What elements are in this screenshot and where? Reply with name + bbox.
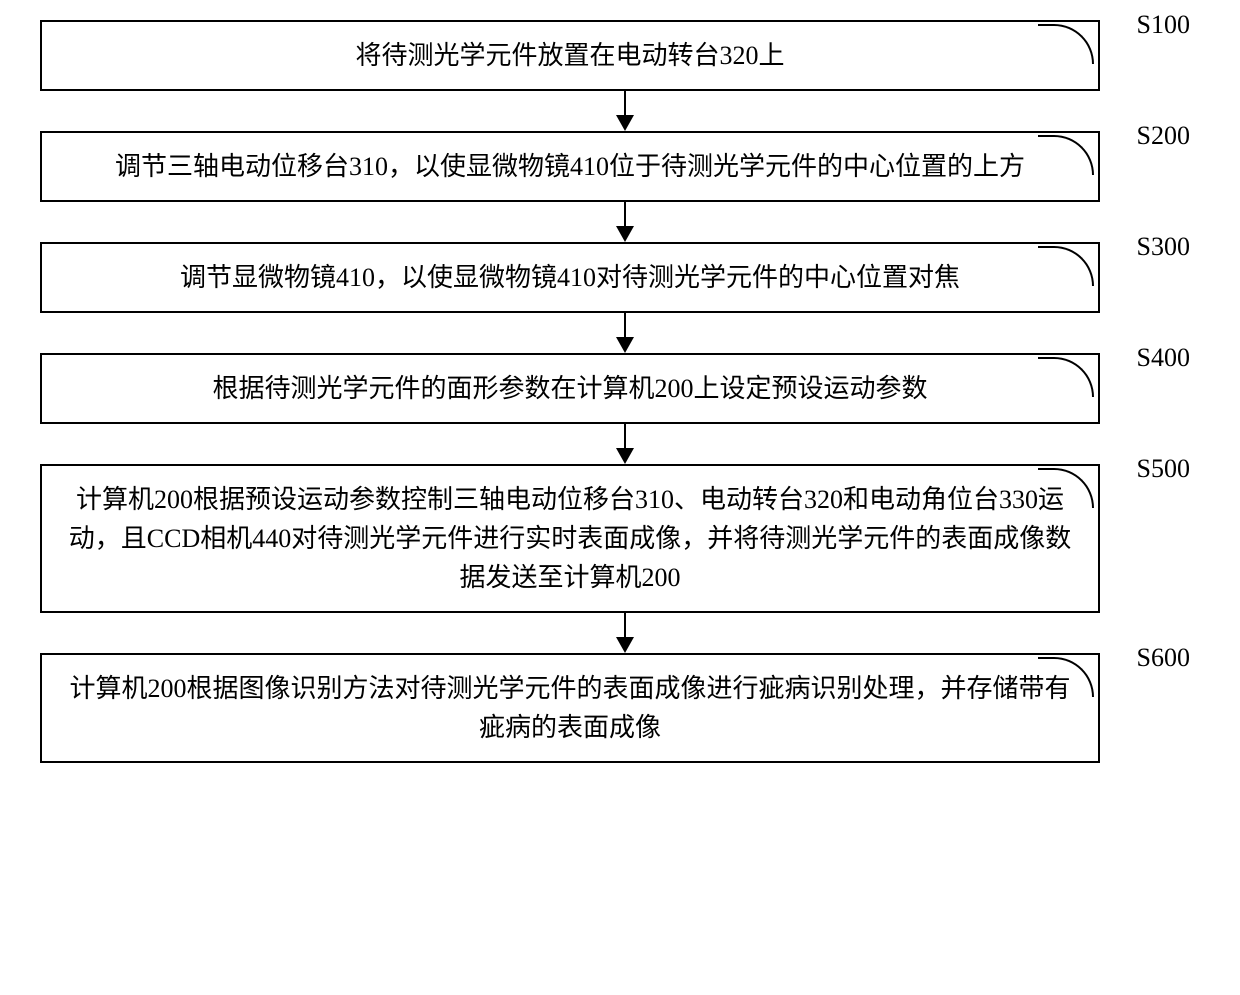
step-row: 计算机200根据预设运动参数控制三轴电动位移台310、电动转台320和电动角位台… — [30, 464, 1210, 613]
step-text: 调节显微物镜410，以使显微物镜410对待测光学元件的中心位置对焦 — [180, 258, 960, 297]
step-box-s100: 将待测光学元件放置在电动转台320上 — [40, 20, 1100, 91]
step-row: 调节显微物镜410，以使显微物镜410对待测光学元件的中心位置对焦 S300 — [30, 242, 1210, 313]
label-connector — [1038, 353, 1098, 393]
label-connector — [1038, 131, 1098, 171]
step-label-s100: S100 — [1137, 10, 1190, 40]
arrow-down-icon — [95, 91, 1155, 131]
step-text: 计算机200根据预设运动参数控制三轴电动位移台310、电动转台320和电动角位台… — [62, 480, 1078, 597]
step-text: 计算机200根据图像识别方法对待测光学元件的表面成像进行疵病识别处理，并存储带有… — [62, 669, 1078, 747]
arrow-down-icon — [95, 202, 1155, 242]
step-row: 调节三轴电动位移台310，以使显微物镜410位于待测光学元件的中心位置的上方 S… — [30, 131, 1210, 202]
step-label-s200: S200 — [1137, 121, 1190, 151]
step-box-s500: 计算机200根据预设运动参数控制三轴电动位移台310、电动转台320和电动角位台… — [40, 464, 1100, 613]
step-label-s300: S300 — [1137, 232, 1190, 262]
step-box-s300: 调节显微物镜410，以使显微物镜410对待测光学元件的中心位置对焦 — [40, 242, 1100, 313]
step-label-s600: S600 — [1137, 643, 1190, 673]
step-text: 将待测光学元件放置在电动转台320上 — [355, 36, 784, 75]
step-label-s500: S500 — [1137, 454, 1190, 484]
step-box-s400: 根据待测光学元件的面形参数在计算机200上设定预设运动参数 — [40, 353, 1100, 424]
step-label-s400: S400 — [1137, 343, 1190, 373]
step-row: 计算机200根据图像识别方法对待测光学元件的表面成像进行疵病识别处理，并存储带有… — [30, 653, 1210, 763]
step-row: 根据待测光学元件的面形参数在计算机200上设定预设运动参数 S400 — [30, 353, 1210, 424]
flowchart-container: 将待测光学元件放置在电动转台320上 S100 调节三轴电动位移台310，以使显… — [30, 20, 1210, 763]
step-text: 调节三轴电动位移台310，以使显微物镜410位于待测光学元件的中心位置的上方 — [115, 147, 1025, 186]
arrow-down-icon — [95, 313, 1155, 353]
step-box-s200: 调节三轴电动位移台310，以使显微物镜410位于待测光学元件的中心位置的上方 — [40, 131, 1100, 202]
step-row: 将待测光学元件放置在电动转台320上 S100 — [30, 20, 1210, 91]
label-connector — [1038, 20, 1098, 60]
label-connector — [1038, 464, 1098, 504]
arrow-down-icon — [95, 424, 1155, 464]
label-connector — [1038, 653, 1098, 693]
step-box-s600: 计算机200根据图像识别方法对待测光学元件的表面成像进行疵病识别处理，并存储带有… — [40, 653, 1100, 763]
arrow-down-icon — [95, 613, 1155, 653]
step-text: 根据待测光学元件的面形参数在计算机200上设定预设运动参数 — [212, 369, 927, 408]
label-connector — [1038, 242, 1098, 282]
